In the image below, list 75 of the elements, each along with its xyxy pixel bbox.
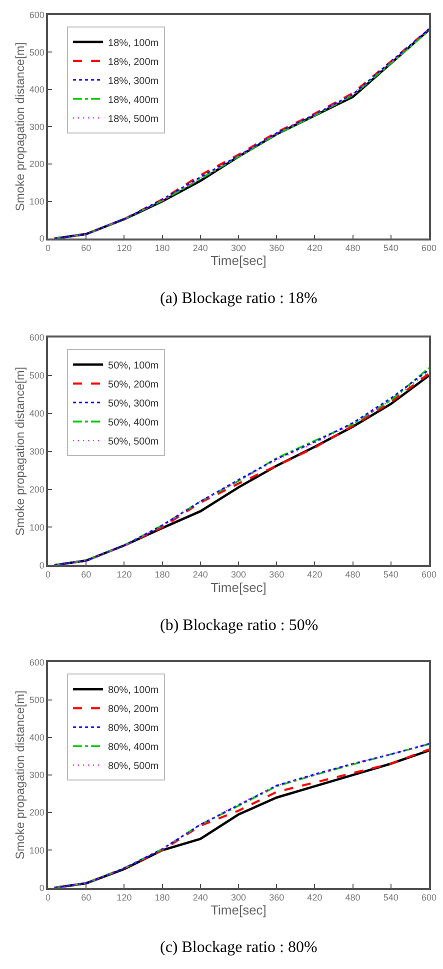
y-tick-label: 200 [29,484,44,494]
y-tick-label: 0 [39,234,44,244]
x-tick-label: 540 [383,570,398,580]
y-axis-title: Smoke propagation distance[m] [13,690,28,860]
y-tick-label: 500 [29,694,44,705]
y-tick-label: 600 [29,332,44,343]
y-tick-label: 300 [29,122,44,132]
x-tick-label: 600 [421,892,437,902]
x-axis-title: Time[sec] [210,580,266,595]
x-tick-label: 60 [81,243,92,254]
x-tick-label: 480 [345,892,360,902]
legend-label: 80%, 200m [108,704,159,716]
x-tick-label: 120 [116,243,132,254]
legend-label: 50%, 500m [108,436,159,448]
y-axis-title: Smoke propagation distance[m] [13,42,28,212]
x-axis-title: Time[sec] [210,902,266,918]
x-tick-label: 540 [383,243,398,254]
y-tick-label: 600 [29,657,44,668]
legend-label: 50%, 400m [108,417,159,428]
x-tick-label: 60 [81,570,92,580]
y-tick-label: 200 [29,808,44,818]
legend-label: 80%, 100m [108,685,159,696]
x-tick-label: 480 [345,570,360,580]
text: (b) Blockage ratio : 50% [160,617,318,634]
x-tick-label: 360 [269,892,284,902]
y-tick-label: 100 [29,845,44,856]
y-tick-label: 500 [29,370,44,381]
x-tick-label: 540 [383,892,398,902]
legend-label: 80%, 300m [108,723,159,734]
x-tick-label: 600 [421,570,437,580]
legend-label: 18%, 400m [108,94,159,106]
y-tick-label: 100 [29,196,44,206]
y-tick-label: 300 [29,770,44,780]
x-tick-label: 180 [154,243,170,254]
x-tick-label: 600 [421,243,437,254]
x-tick-label: 300 [230,892,246,902]
y-tick-label: 0 [39,560,44,570]
legend-label: 18%, 200m [108,56,159,68]
x-tick-label: 240 [192,570,208,580]
x-tick-label: 240 [192,892,208,902]
legend-label: 80%, 500m [108,761,159,772]
x-tick-label: 120 [116,570,132,580]
y-tick-label: 200 [29,159,44,170]
x-tick-label: 300 [230,243,246,254]
x-tick-label: 360 [269,570,284,580]
x-tick-label: 360 [269,243,284,254]
x-tick-label: 180 [154,892,170,902]
legend-label: 80%, 400m [108,742,159,754]
y-tick-label: 500 [29,47,44,58]
x-tick-label: 180 [154,570,170,580]
x-tick-label: 480 [345,243,360,254]
y-tick-label: 0 [39,882,44,893]
x-tick-label: 420 [307,243,322,254]
x-tick-label: 120 [116,892,132,902]
y-tick-label: 400 [29,84,44,95]
x-axis-title: Time[sec] [210,253,266,268]
x-tick-label: 240 [192,243,208,254]
x-tick-label: 60 [81,892,92,902]
text: (c) Blockage ratio : 80% [160,939,318,956]
y-axis-title: Smoke propagation distance[m] [13,366,28,536]
text: (a) Blockage ratio : 18% [160,290,318,307]
y-tick-label: 400 [29,408,44,419]
legend-label: 18%, 500m [108,114,159,125]
legend-label: 18%, 100m [108,38,159,49]
x-tick-label: 420 [307,570,322,580]
y-tick-label: 400 [29,732,44,743]
y-tick-label: 600 [29,10,44,20]
x-tick-label: 300 [230,570,246,580]
legend-label: 50%, 300m [108,398,159,410]
y-tick-label: 300 [29,446,44,456]
legend-label: 50%, 200m [108,379,159,390]
y-tick-label: 100 [29,522,44,532]
x-tick-label: 420 [307,892,322,902]
legend-label: 50%, 100m [108,360,159,372]
legend-label: 18%, 300m [108,76,159,87]
